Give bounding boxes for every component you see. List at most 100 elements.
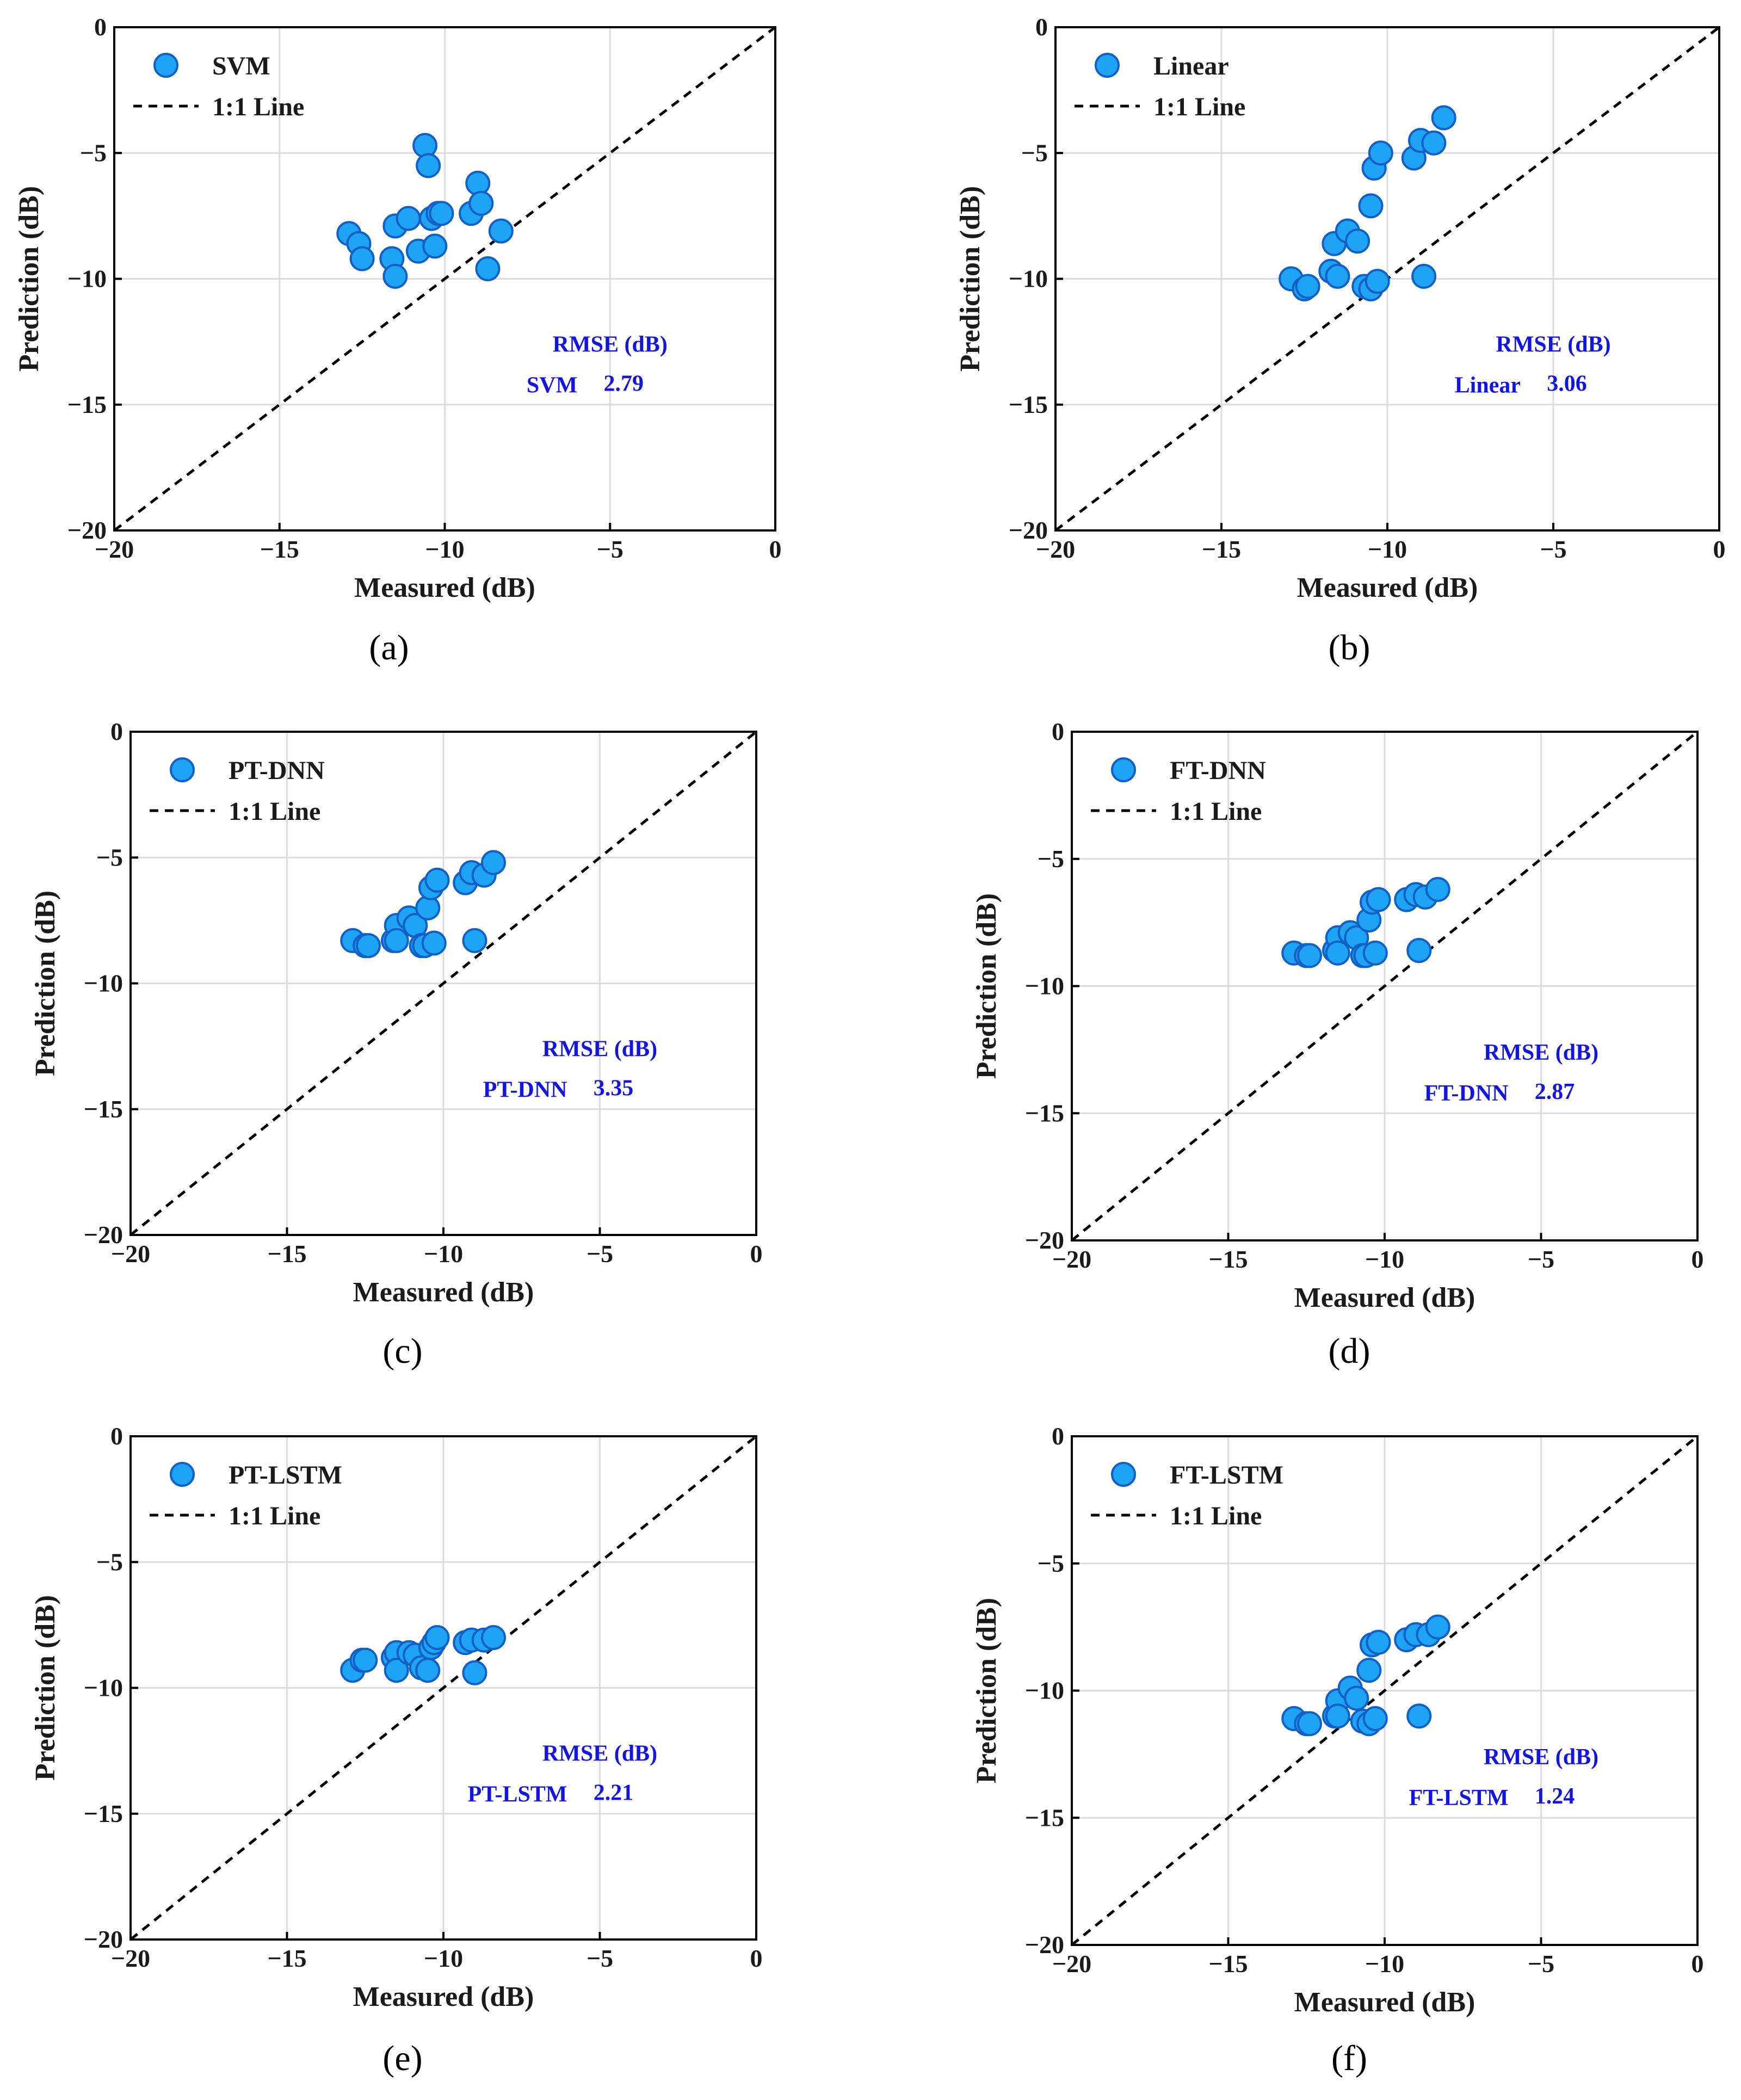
- chart-e-data-point: [384, 1658, 409, 1683]
- chart-f-data-point: [1344, 1685, 1369, 1711]
- chart-f-data-point: [1356, 1658, 1382, 1683]
- chart-e-y-tick-label: −5: [96, 1548, 123, 1576]
- chart-e-y-tick-label: −20: [84, 1925, 123, 1953]
- chart-f-data-point: [1362, 1706, 1388, 1731]
- chart-c-data-point: [356, 933, 381, 959]
- chart-d-rmse-header: RMSE (dB): [1484, 1040, 1598, 1065]
- chart-e-x-tick-label: −20: [111, 1944, 150, 1972]
- chart-c-y-axis-title: Prediction (dB): [30, 891, 61, 1076]
- chart-d-data-point: [1406, 938, 1432, 963]
- chart-b-legend-label-line: 1:1 Line: [1153, 92, 1245, 121]
- chart-e-rmse-value: 2.21: [594, 1781, 634, 1806]
- chart-e-x-tick-label: −15: [267, 1944, 306, 1972]
- chart-f-legend-label-line: 1:1 Line: [1170, 1502, 1262, 1530]
- chart-a-y-tick-label: 0: [94, 13, 107, 41]
- chart-f-data-point: [1425, 1614, 1450, 1640]
- chart-d-x-tick-label: −20: [1052, 1245, 1091, 1273]
- chart-b-x-tick-label: −15: [1202, 535, 1241, 563]
- chart-b-y-axis-title: Prediction (dB): [955, 186, 986, 372]
- chart-b-x-tick-label: −5: [1540, 535, 1566, 563]
- chart-b-x-tick-label: 0: [1713, 535, 1726, 563]
- chart-a-y-tick-label: −5: [80, 139, 107, 166]
- chart-b-data-point: [1325, 263, 1350, 289]
- chart-b-legend-marker: [1095, 53, 1120, 78]
- chart-e-data-point: [424, 1625, 450, 1650]
- chart-a-x-tick-label: −10: [425, 535, 464, 563]
- chart-b-x-axis-title: Measured (dB): [1297, 572, 1478, 603]
- chart-c-data-point: [421, 930, 447, 956]
- chart-e-data-point: [353, 1647, 378, 1673]
- chart-c-y-tick-label: −15: [84, 1095, 123, 1123]
- chart-a-data-point: [465, 170, 491, 196]
- chart-b-rmse-value: 3.06: [1547, 372, 1587, 397]
- chart-d-panel: −20 −15 −10 −5 0 0 −5 −10 −15 −20 Measured (dB) Pre…: [971, 718, 1704, 1371]
- chart-b-data-point: [1295, 274, 1320, 299]
- chart-d-x-axis-title: Measured (dB): [1294, 1282, 1475, 1313]
- chart-d-legend-label-series: FT-DNN: [1170, 756, 1266, 785]
- chart-d-caption: (d): [1329, 1331, 1370, 1371]
- chart-b-data-point: [1368, 140, 1393, 166]
- chart-a-x-tick-label: 0: [769, 535, 782, 563]
- chart-d-rmse-model: FT-DNN: [1424, 1081, 1509, 1106]
- chart-c-rmse-header: RMSE (dB): [542, 1037, 657, 1062]
- chart-e-legend-marker: [170, 1462, 195, 1487]
- chart-d-legend-marker: [1111, 757, 1136, 782]
- chart-e-panel: −20 −15 −10 −5 0 0 −5 −10 −15 −20 Measured (dB) Pre…: [30, 1422, 763, 2078]
- chart-c-x-axis-title: Measured (dB): [353, 1277, 534, 1308]
- chart-a-y-tick-label: −15: [67, 391, 107, 418]
- chart-f-rmse-header: RMSE (dB): [1484, 1745, 1598, 1770]
- chart-a-legend-label-line: 1:1 Line: [212, 92, 304, 121]
- chart-a-legend-label-series: SVM: [212, 52, 270, 81]
- chart-b-caption: (b): [1329, 628, 1370, 668]
- chart-d-y-axis-title: Prediction (dB): [971, 893, 1002, 1079]
- chart-f-rmse-value: 1.24: [1535, 1784, 1575, 1809]
- chart-e-x-tick-label: 0: [750, 1944, 763, 1972]
- chart-f-y-tick-label: −15: [1025, 1803, 1064, 1831]
- chart-e-y-tick-label: 0: [110, 1422, 123, 1450]
- chart-a-rmse-model: SVM: [527, 373, 577, 398]
- chart-c-rmse-value: 3.35: [594, 1076, 634, 1101]
- chart-c-data-point: [384, 928, 409, 953]
- chart-b-y-tick-label: −10: [1009, 265, 1048, 293]
- chart-f-rmse-model: FT-LSTM: [1409, 1786, 1509, 1811]
- chart-a-panel: −20 −15 −10 −5 0 0 −5 −10 −15 −20 Measured (dB) Pre…: [14, 13, 782, 668]
- chart-d-y-tick-label: −15: [1025, 1099, 1064, 1127]
- chart-e-identity-line: [129, 1435, 757, 1941]
- chart-c-identity-line: [129, 731, 757, 1236]
- chart-c-y-tick-label: −20: [84, 1221, 123, 1249]
- chart-d-y-tick-label: −10: [1025, 972, 1064, 1000]
- chart-e-y-tick-label: −10: [84, 1674, 123, 1702]
- chart-a-data-point: [382, 263, 408, 289]
- chart-d-data-point: [1325, 940, 1350, 966]
- chart-d-identity-line: [1071, 731, 1699, 1242]
- chart-c-y-tick-label: −5: [96, 843, 123, 871]
- chart-a-x-tick-label: −15: [260, 535, 299, 563]
- chart-e-data-point: [415, 1658, 441, 1683]
- chart-a-identity-line: [113, 26, 776, 532]
- chart-f-x-tick-label: −5: [1528, 1950, 1554, 1978]
- chart-f-panel: −20 −15 −10 −5 0 0 −5 −10 −15 −20 Measured (dB) Pre…: [971, 1422, 1704, 2078]
- chart-b-rmse-model: Linear: [1455, 373, 1521, 398]
- chart-b-data-point: [1421, 130, 1447, 156]
- chart-f-x-tick-label: −20: [1052, 1950, 1091, 1978]
- chart-f-data-point: [1406, 1703, 1432, 1729]
- chart-a-rmse-header: RMSE (dB): [553, 332, 668, 357]
- chart-a-x-tick-label: −20: [95, 535, 134, 563]
- chart-c-data-point: [481, 850, 506, 875]
- chart-f-legend-marker: [1111, 1462, 1136, 1487]
- chart-b-data-point: [1411, 263, 1437, 289]
- chart-b-data-point: [1358, 193, 1384, 219]
- chart-c-panel: −20 −15 −10 −5 0 0 −5 −10 −15 −20 Measured (dB) Pre…: [30, 718, 763, 1371]
- chart-c-y-tick-label: −10: [84, 969, 123, 997]
- chart-e-data-point: [481, 1625, 506, 1650]
- chart-f-x-tick-label: 0: [1691, 1950, 1704, 1978]
- chart-b-y-tick-label: 0: [1035, 13, 1048, 41]
- chart-a-data-point: [412, 133, 438, 158]
- chart-b-rmse-header: RMSE (dB): [1496, 332, 1610, 357]
- chart-a-y-axis-title: Prediction (dB): [14, 186, 45, 372]
- chart-c-legend-marker: [170, 757, 195, 782]
- chart-f-identity-line: [1071, 1435, 1699, 1946]
- chart-c-data-point: [424, 867, 450, 893]
- chart-b-data-point: [1365, 269, 1390, 294]
- chart-e-caption: (e): [382, 2039, 422, 2078]
